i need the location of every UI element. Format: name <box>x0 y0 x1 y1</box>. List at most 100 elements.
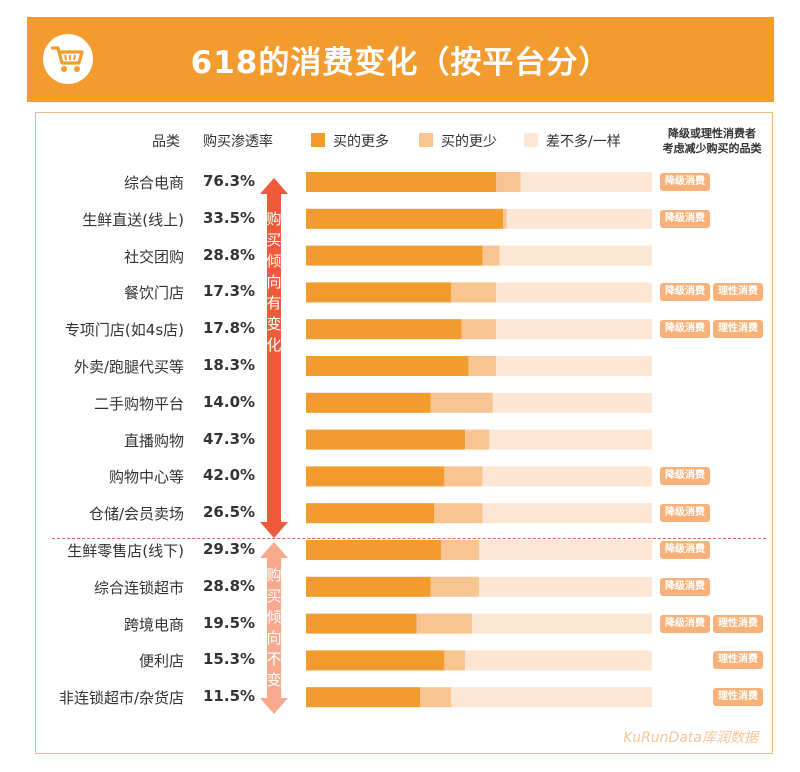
bar-segment-same <box>496 356 652 376</box>
downgrade-tag: 降级消费 <box>660 504 710 523</box>
category-label: 综合连锁超市 <box>93 578 184 597</box>
bar-segment-more <box>306 613 417 634</box>
penetration-rate: 26.5% <box>203 503 256 522</box>
title-banner: 618的消费变化（按平台分） <box>27 17 774 102</box>
downgrade-tag: 降级消费 <box>660 320 710 339</box>
bar-segment-less <box>496 172 521 192</box>
legend-swatch-less <box>419 133 433 147</box>
penetration-rate: 18.3% <box>203 356 256 374</box>
penetration-rate: 42.0% <box>203 466 256 485</box>
note-header-line-1: 降级或理性消费者 <box>668 127 756 140</box>
downgrade-tag: 降级消费 <box>660 283 710 302</box>
shopping-cart-icon <box>51 46 84 72</box>
bar-segment-more <box>306 245 483 266</box>
bar-segment-same <box>520 172 652 192</box>
bar-segment-same <box>451 687 652 708</box>
lower-arrow-shaft <box>267 556 281 700</box>
downgrade-tag: 降级消费 <box>660 173 710 191</box>
bar-segment-more <box>306 319 462 340</box>
downgrade-tag: 降级消费 <box>660 541 710 559</box>
category-label: 综合电商 <box>123 174 184 192</box>
chart-title: 618的消费变化（按平台分） <box>190 45 611 81</box>
bar-segment-more <box>306 172 497 192</box>
penetration-rate: 15.3% <box>203 650 256 669</box>
category-header: 品类 <box>152 134 180 150</box>
downgrade-tag: 降级消费 <box>660 467 710 486</box>
bar-segment-same <box>472 613 652 634</box>
category-label: 二手购物平台 <box>93 394 184 413</box>
category-label: 非连锁超市/杂货店 <box>58 689 184 708</box>
penetration-rate: 19.5% <box>203 613 256 632</box>
upper-arrow-head-up <box>260 178 288 194</box>
bar-segment-same <box>496 319 652 340</box>
note-header: 降级或理性消费者 考虑减少购买的品类 <box>652 126 772 156</box>
legend-label-more: 买的更多 <box>333 134 389 150</box>
bar-segment-same <box>492 392 652 413</box>
penetration-rate: 17.3% <box>203 282 256 301</box>
bar-segment-same <box>479 576 652 597</box>
note-header-line-2: 考虑减少购买的品类 <box>662 142 762 155</box>
cart-badge <box>43 34 93 84</box>
downgrade-tag: 降级消费 <box>660 614 710 633</box>
bar-segment-less <box>444 650 466 671</box>
penetration-rate: 33.5% <box>203 208 256 227</box>
category-label: 餐饮门店 <box>123 284 184 303</box>
penetration-rate: 28.8% <box>203 245 256 264</box>
bar-segment-less <box>420 687 452 708</box>
bar-segment-less <box>444 466 483 487</box>
bar-segment-more <box>306 576 431 597</box>
legend-label-less: 买的更少 <box>441 134 497 150</box>
bar-segment-less <box>468 356 497 376</box>
category-label: 专项门店(如4s店) <box>64 321 184 340</box>
category-label: 生鲜零售店(线下) <box>67 542 184 560</box>
bar-segment-same <box>496 282 652 303</box>
penetration-rate: 17.8% <box>203 319 256 338</box>
category-label: 外卖/跑腿代买等 <box>73 358 184 376</box>
bar-segment-same <box>489 429 652 450</box>
downgrade-tag: 降级消费 <box>660 577 710 596</box>
bar-segment-less <box>465 429 490 450</box>
bar-segment-more <box>306 503 435 524</box>
category-label: 生鲜直送(线上) <box>82 210 184 229</box>
rational-tag: 理性消费 <box>713 320 763 339</box>
bar-segment-more <box>306 356 469 376</box>
penetration-rate: 11.5% <box>203 687 256 706</box>
penetration-rate: 28.8% <box>203 576 256 595</box>
legend-swatch-same <box>524 133 538 147</box>
bar-segment-more <box>306 208 504 229</box>
bar-segment-less <box>430 576 479 597</box>
penetration-rate: 14.0% <box>203 392 256 411</box>
lower-arrow-label: 购买倾向不变 <box>266 566 281 689</box>
bar-segment-more <box>306 687 421 708</box>
bar-segment-same <box>479 540 652 560</box>
penetration-rate: 47.3% <box>203 429 256 448</box>
bar-segment-more <box>306 540 441 560</box>
bar-segment-less <box>416 613 473 634</box>
bar-segment-same <box>506 208 652 229</box>
category-label: 直播购物 <box>123 431 184 450</box>
bar-segment-more <box>306 282 452 303</box>
legend-label-same: 差不多/一样 <box>546 134 621 150</box>
bar-segment-less <box>430 392 493 413</box>
bar-segment-same <box>499 245 652 266</box>
rate-header: 购买渗透率 <box>203 134 273 150</box>
downgrade-tag: 降级消费 <box>660 209 710 228</box>
rational-tag: 理性消费 <box>713 283 763 302</box>
bar-segment-less <box>461 319 497 340</box>
lower-arrow-head-down <box>260 698 288 714</box>
bar-segment-more <box>306 392 431 413</box>
rational-tag: 理性消费 <box>713 651 763 670</box>
legend-swatch-more <box>311 133 325 147</box>
rational-tag: 理性消费 <box>713 688 763 707</box>
category-label: 购物中心等 <box>108 468 184 487</box>
upper-arrow-shaft <box>267 192 281 524</box>
category-label: 跨境电商 <box>123 615 184 634</box>
rational-tag: 理性消费 <box>713 614 763 633</box>
bar-segment-less <box>434 503 483 524</box>
bar-segment-less <box>503 208 507 229</box>
bar-segment-less <box>440 540 479 560</box>
bar-segment-same <box>482 466 652 487</box>
penetration-rate: 29.3% <box>203 540 256 558</box>
